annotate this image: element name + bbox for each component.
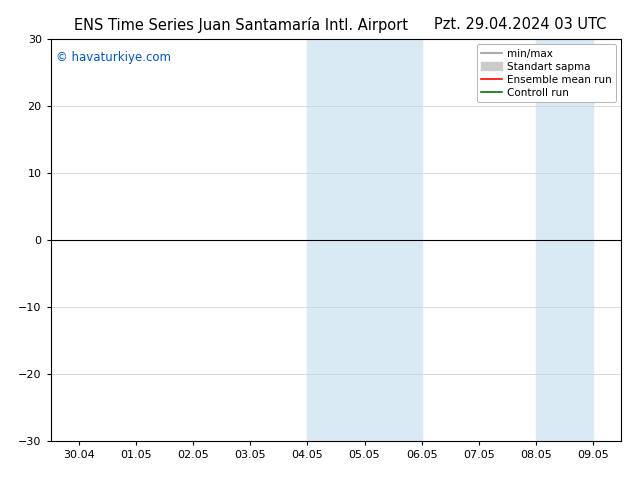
Text: ENS Time Series Juan Santamaría Intl. Airport: ENS Time Series Juan Santamaría Intl. Ai… xyxy=(74,17,408,33)
Text: © havaturkiye.com: © havaturkiye.com xyxy=(56,51,171,64)
Bar xyxy=(307,39,422,441)
Legend: min/max, Standart sapma, Ensemble mean run, Controll run: min/max, Standart sapma, Ensemble mean r… xyxy=(477,45,616,102)
Bar xyxy=(536,39,593,441)
Text: Pzt. 29.04.2024 03 UTC: Pzt. 29.04.2024 03 UTC xyxy=(434,17,606,32)
